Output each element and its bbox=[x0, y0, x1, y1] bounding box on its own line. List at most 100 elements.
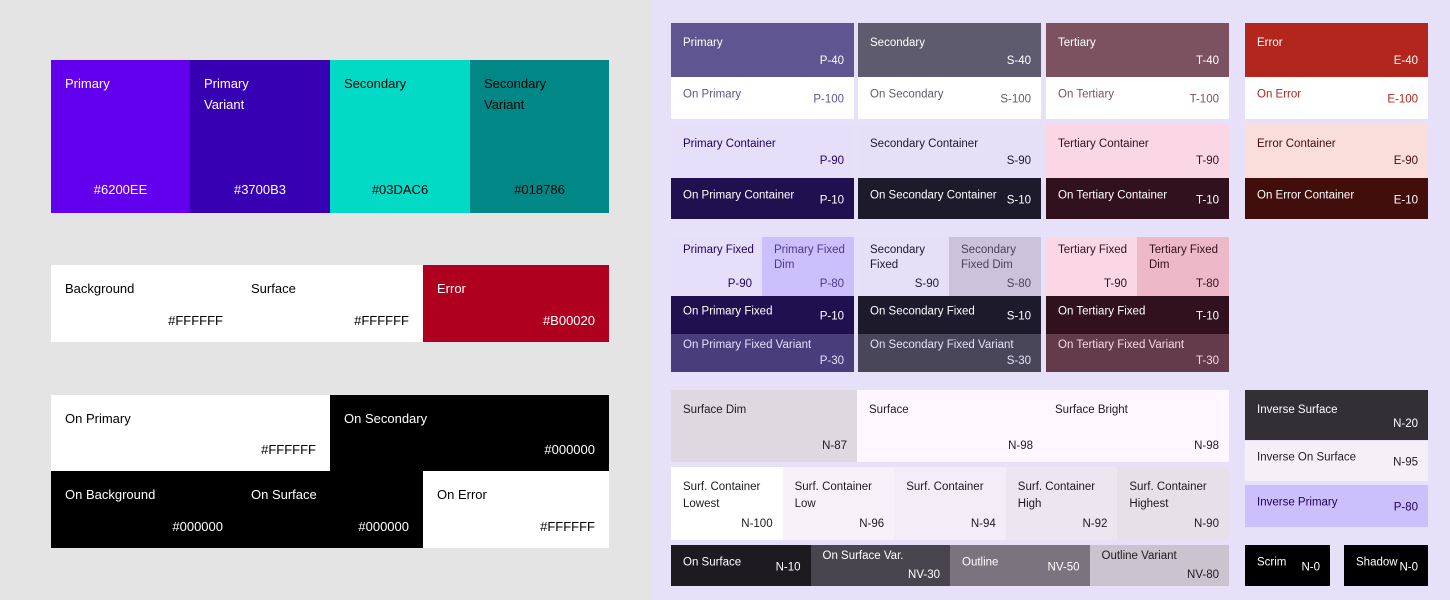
color-swatch-on-error-container: On Error Container E-10 bbox=[1245, 178, 1428, 219]
swatch-code: P-30 bbox=[819, 355, 844, 367]
color-swatch-surf-container: Surf. Container N-94 bbox=[894, 467, 1006, 540]
swatch-code: P-80 bbox=[819, 278, 844, 290]
color-swatch-scrim: Scrim N-0 bbox=[1245, 545, 1330, 586]
swatch-label: On Tertiary bbox=[1058, 88, 1115, 101]
swatch-code: T-100 bbox=[1189, 93, 1219, 106]
swatch-label: Inverse Primary bbox=[1257, 496, 1338, 509]
swatch-code: N-87 bbox=[822, 440, 847, 452]
swatch-code: P-100 bbox=[813, 93, 844, 106]
swatch-label: On Secondary bbox=[344, 411, 428, 426]
swatch-code: #FFFFFF bbox=[261, 442, 316, 457]
color-swatch-on-secondary-fixed-variant: On Secondary Fixed Variant S-30 bbox=[858, 334, 1041, 372]
swatch-label: On Surface bbox=[251, 487, 317, 502]
color-swatch-error-container: Error Container E-90 bbox=[1245, 124, 1428, 177]
swatch-code: #B00020 bbox=[542, 313, 595, 328]
color-swatch-surf-container-high: Surf. Container High N-92 bbox=[1005, 467, 1118, 540]
swatch-label: Error bbox=[1257, 37, 1283, 49]
color-swatch-surface-dim: Surface Dim N-87 bbox=[671, 390, 857, 462]
swatch-label: Shadow bbox=[1356, 556, 1398, 568]
swatch-code: #000000 bbox=[544, 442, 595, 457]
swatch-label: Background bbox=[65, 281, 135, 296]
color-swatch-on-secondary: On Secondary #000000 bbox=[330, 395, 609, 471]
swatch-code: P-40 bbox=[819, 55, 844, 67]
swatch-code: #FFFFFF bbox=[354, 313, 409, 328]
color-swatch-on-surface-var: On Surface Var. NV-30 bbox=[810, 545, 950, 586]
color-swatch-secondary: Secondary S-40 bbox=[858, 23, 1041, 77]
color-swatch-primary: Primary P-40 bbox=[671, 23, 854, 77]
swatch-label: Primary Fixed bbox=[683, 244, 754, 256]
color-swatch-primary-fixed-dim: Primary Fixed Dim P-80 bbox=[762, 237, 854, 296]
swatch-code: S-90 bbox=[914, 278, 939, 290]
color-swatch-outline: Outline NV-50 bbox=[950, 545, 1090, 586]
swatch-label: Secondary Fixed Dim bbox=[961, 244, 1016, 271]
color-swatch-on-secondary: On Secondary S-100 bbox=[858, 77, 1041, 119]
swatch-code: T-30 bbox=[1195, 355, 1219, 367]
color-swatch-on-surface: On Surface #000000 bbox=[237, 471, 423, 548]
swatch-label: Inverse On Surface bbox=[1257, 451, 1357, 464]
color-swatch-surf-container-low: Surf. Container Low N-96 bbox=[782, 467, 895, 540]
swatch-code: P-90 bbox=[819, 155, 844, 167]
swatch-label: On Primary bbox=[683, 88, 742, 101]
swatch-code: E-40 bbox=[1393, 55, 1418, 67]
swatch-label: Primary Variant bbox=[204, 76, 249, 112]
baseline-palette-panel: Primary #6200EE Primary Variant #3700B3 Seco… bbox=[0, 0, 651, 600]
color-swatch-primary-variant: Primary Variant #3700B3 bbox=[190, 60, 330, 213]
swatch-label: Secondary Fixed bbox=[870, 244, 925, 271]
swatch-label: On Secondary Fixed bbox=[870, 305, 975, 318]
swatch-code: N-20 bbox=[1393, 418, 1418, 430]
swatch-label: On Secondary Fixed Variant bbox=[870, 339, 1014, 351]
swatch-label: On Primary bbox=[65, 411, 131, 426]
swatch-code: T-90 bbox=[1103, 278, 1127, 290]
swatch-code: P-10 bbox=[819, 310, 844, 323]
color-swatch-primary-container: Primary Container P-90 bbox=[671, 124, 854, 177]
swatch-code: S-10 bbox=[1006, 194, 1031, 206]
swatch-label: On Surface bbox=[683, 556, 742, 568]
color-swatch-on-primary-fixed: On Primary Fixed P-10 bbox=[671, 296, 854, 334]
color-swatch-tertiary-container: Tertiary Container T-90 bbox=[1046, 124, 1229, 177]
color-swatch-surface-bright: Surface Bright N-98 bbox=[1043, 390, 1229, 462]
swatch-label: Primary Container bbox=[683, 138, 776, 150]
color-swatch-inverse-primary: Inverse Primary P-80 bbox=[1245, 485, 1428, 527]
swatch-label: Surface bbox=[869, 404, 909, 416]
color-swatch-inverse-surface: Inverse Surface N-20 bbox=[1245, 390, 1428, 440]
swatch-code: N-96 bbox=[859, 518, 885, 530]
swatch-label: Tertiary Fixed Dim bbox=[1149, 244, 1219, 271]
swatch-label: Primary bbox=[65, 76, 110, 91]
color-swatch-surf-container-lowest: Surf. Container Lowest N-100 bbox=[671, 467, 783, 540]
swatch-code: NV-80 bbox=[1187, 569, 1219, 581]
swatch-label: Primary Fixed Dim bbox=[774, 244, 845, 271]
swatch-code: E-90 bbox=[1393, 155, 1418, 167]
swatch-label: On Primary Fixed bbox=[683, 305, 773, 318]
swatch-label: On Tertiary Container bbox=[1058, 189, 1168, 201]
swatch-code: N-10 bbox=[775, 561, 801, 573]
swatch-label: Tertiary Fixed bbox=[1058, 244, 1128, 256]
swatch-label: Surface Bright bbox=[1055, 404, 1128, 416]
color-swatch-on-tertiary-fixed-variant: On Tertiary Fixed Variant T-30 bbox=[1046, 334, 1229, 372]
swatch-code: N-98 bbox=[1194, 440, 1219, 452]
color-swatch-outline-variant: Outline Variant NV-80 bbox=[1089, 545, 1229, 586]
color-swatch-on-primary: On Primary P-100 bbox=[671, 77, 854, 119]
swatch-code: S-10 bbox=[1006, 310, 1031, 323]
color-swatch-error: Error #B00020 bbox=[423, 265, 609, 342]
swatch-code: #000000 bbox=[358, 519, 409, 534]
swatch-label: On Tertiary Fixed bbox=[1058, 305, 1146, 318]
swatch-code: T-90 bbox=[1195, 155, 1219, 167]
color-swatch-on-primary: On Primary #FFFFFF bbox=[51, 395, 330, 471]
swatch-label: Surf. Container bbox=[906, 481, 984, 493]
swatch-label: Surface bbox=[251, 281, 296, 296]
swatch-code: S-80 bbox=[1006, 278, 1031, 290]
swatch-code: #6200EE bbox=[93, 182, 148, 197]
color-swatch-secondary-container: Secondary Container S-90 bbox=[858, 124, 1041, 177]
swatch-code: S-30 bbox=[1006, 355, 1031, 367]
swatch-code: P-90 bbox=[727, 278, 752, 290]
swatch-label: Outline bbox=[962, 556, 999, 568]
swatch-code: N-90 bbox=[1194, 518, 1219, 530]
swatch-code: #000000 bbox=[172, 519, 223, 534]
swatch-label: Surf. Container High bbox=[1017, 481, 1096, 510]
color-swatch-background: Background #FFFFFF bbox=[51, 265, 237, 342]
color-swatch-secondary-fixed-dim: Secondary Fixed Dim S-80 bbox=[949, 237, 1041, 296]
swatch-code: N-100 bbox=[741, 518, 773, 530]
swatch-label: Secondary Container bbox=[870, 138, 979, 150]
swatch-code: #018786 bbox=[514, 182, 565, 197]
color-swatch-on-surface: On Surface N-10 bbox=[671, 545, 811, 586]
